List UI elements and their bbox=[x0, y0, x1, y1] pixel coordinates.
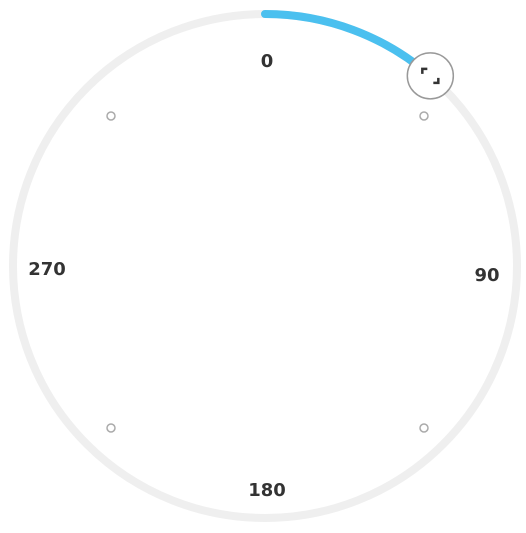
dial-dot bbox=[419, 111, 429, 121]
dial-dot bbox=[419, 423, 429, 433]
dial-label: 90 bbox=[474, 265, 499, 286]
dial-handle[interactable] bbox=[406, 52, 455, 100]
dial-dot bbox=[106, 111, 116, 121]
handle-icon bbox=[421, 67, 440, 85]
dial-dot bbox=[106, 423, 116, 433]
dial-value-arc bbox=[261, 10, 435, 80]
dial-label: 180 bbox=[248, 480, 286, 501]
dial-label: 0 bbox=[261, 51, 274, 72]
dial-label: 270 bbox=[28, 259, 66, 280]
handle-circle[interactable] bbox=[406, 52, 455, 100]
